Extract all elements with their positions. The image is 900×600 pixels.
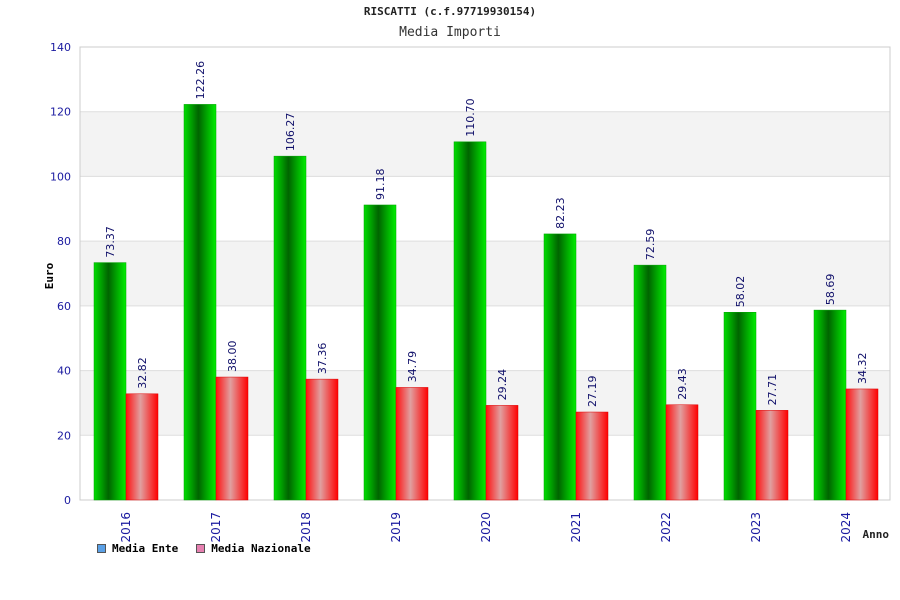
bar-media-ente-2016 bbox=[93, 262, 127, 501]
chart-title: RISCATTI (c.f.97719930154) bbox=[363, 5, 537, 18]
y-tick-label: 0 bbox=[64, 494, 71, 507]
bar-media-ente-2019 bbox=[363, 204, 397, 501]
data-label: 73.37 bbox=[104, 226, 117, 258]
y-tick-label: 40 bbox=[57, 365, 71, 378]
bar-media-ente-2024 bbox=[813, 309, 847, 501]
bar-media-ente-2023 bbox=[723, 312, 757, 501]
legend: Media Ente Media Nazionale bbox=[97, 542, 311, 555]
y-tick-label: 60 bbox=[57, 300, 71, 313]
x-tick-label: 2018 bbox=[299, 512, 313, 543]
bar-media-ente-2020 bbox=[453, 141, 487, 501]
x-tick-label: 2017 bbox=[209, 512, 223, 543]
y-tick-label: 100 bbox=[50, 170, 71, 183]
y-tick-label: 20 bbox=[57, 429, 71, 442]
bar-media-nazionale-2018 bbox=[305, 378, 339, 501]
x-tick-label: 2019 bbox=[389, 512, 403, 543]
legend-label: Media Nazionale bbox=[211, 542, 311, 555]
x-tick-label: 2021 bbox=[569, 512, 583, 543]
y-tick-label: 120 bbox=[50, 106, 71, 119]
data-label: 34.79 bbox=[406, 351, 419, 383]
bar-media-nazionale-2020 bbox=[485, 405, 519, 501]
data-label: 122.26 bbox=[194, 61, 207, 100]
x-tick-label: 2022 bbox=[659, 512, 673, 543]
data-label: 58.69 bbox=[824, 274, 837, 306]
bar-media-ente-2022 bbox=[633, 264, 667, 501]
bar-media-nazionale-2023 bbox=[755, 410, 789, 501]
y-axis-label: Euro bbox=[43, 262, 56, 289]
data-label: 72.59 bbox=[644, 229, 657, 261]
legend-label: Media Ente bbox=[112, 542, 179, 555]
data-label: 91.18 bbox=[374, 168, 387, 200]
bar-media-nazionale-2017 bbox=[215, 376, 249, 501]
data-label: 58.02 bbox=[734, 276, 747, 308]
data-label: 34.32 bbox=[856, 352, 869, 384]
bar-media-ente-2021 bbox=[543, 233, 577, 501]
data-label: 110.70 bbox=[464, 98, 477, 137]
x-axis-label: Anno bbox=[863, 528, 890, 541]
bar-media-ente-2018 bbox=[273, 155, 307, 501]
bar-media-nazionale-2022 bbox=[665, 404, 699, 501]
x-tick-label: 2024 bbox=[839, 512, 853, 543]
bar-media-nazionale-2021 bbox=[575, 411, 609, 501]
data-label: 29.24 bbox=[496, 369, 509, 401]
data-label: 38.00 bbox=[226, 341, 239, 373]
legend-item-media-ente: Media Ente bbox=[97, 542, 178, 555]
y-tick-label: 140 bbox=[50, 41, 71, 54]
grid-band bbox=[80, 47, 890, 112]
data-label: 29.43 bbox=[676, 368, 689, 400]
chart-subtitle: Media Importi bbox=[399, 25, 501, 40]
bar-media-nazionale-2016 bbox=[125, 393, 159, 501]
data-label: 37.36 bbox=[316, 343, 329, 375]
y-tick-label: 80 bbox=[57, 235, 71, 248]
x-tick-label: 2020 bbox=[479, 512, 493, 543]
legend-swatch bbox=[97, 544, 106, 553]
x-tick-label: 2016 bbox=[119, 512, 133, 543]
data-label: 27.71 bbox=[766, 374, 779, 406]
bar-media-nazionale-2019 bbox=[395, 387, 429, 501]
x-tick-label: 2023 bbox=[749, 512, 763, 543]
bar-media-nazionale-2024 bbox=[845, 388, 879, 501]
bar-media-ente-2017 bbox=[183, 104, 217, 501]
legend-swatch bbox=[196, 544, 206, 553]
data-label: 82.23 bbox=[554, 197, 567, 229]
data-label: 106.27 bbox=[284, 113, 297, 152]
data-label: 32.82 bbox=[136, 357, 149, 389]
legend-item-media-nazionale: Media Nazionale bbox=[196, 542, 311, 555]
data-label: 27.19 bbox=[586, 376, 599, 408]
